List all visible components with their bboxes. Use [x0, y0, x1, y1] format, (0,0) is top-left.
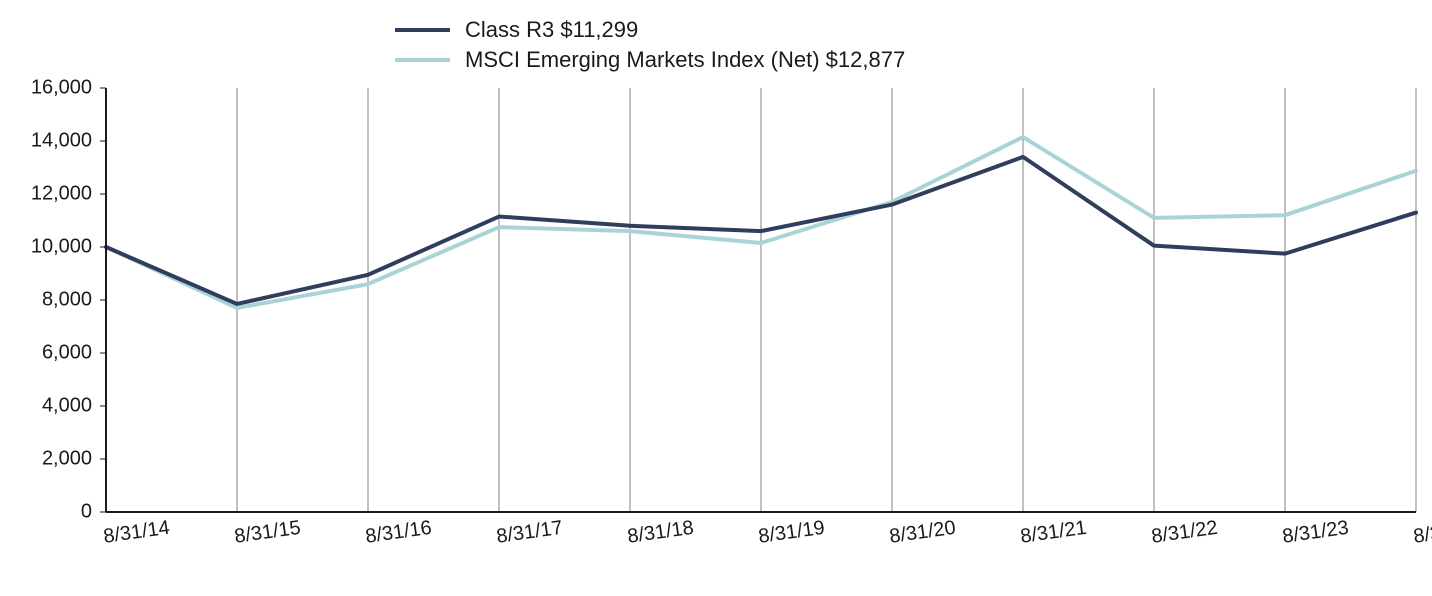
- y-tick-label: 14,000: [0, 130, 92, 153]
- growth-chart: Class R3 $11,299 MSCI Emerging Markets I…: [0, 0, 1432, 596]
- y-tick-label: 4,000: [0, 395, 92, 418]
- y-tick-label: 16,000: [0, 77, 92, 100]
- y-tick-label: 6,000: [0, 342, 92, 365]
- y-tick-label: 2,000: [0, 448, 92, 471]
- y-tick-label: 8,000: [0, 289, 92, 312]
- plot-area: [0, 0, 1432, 596]
- y-tick-label: 0: [0, 501, 92, 524]
- y-tick-label: 12,000: [0, 183, 92, 206]
- y-tick-label: 10,000: [0, 236, 92, 259]
